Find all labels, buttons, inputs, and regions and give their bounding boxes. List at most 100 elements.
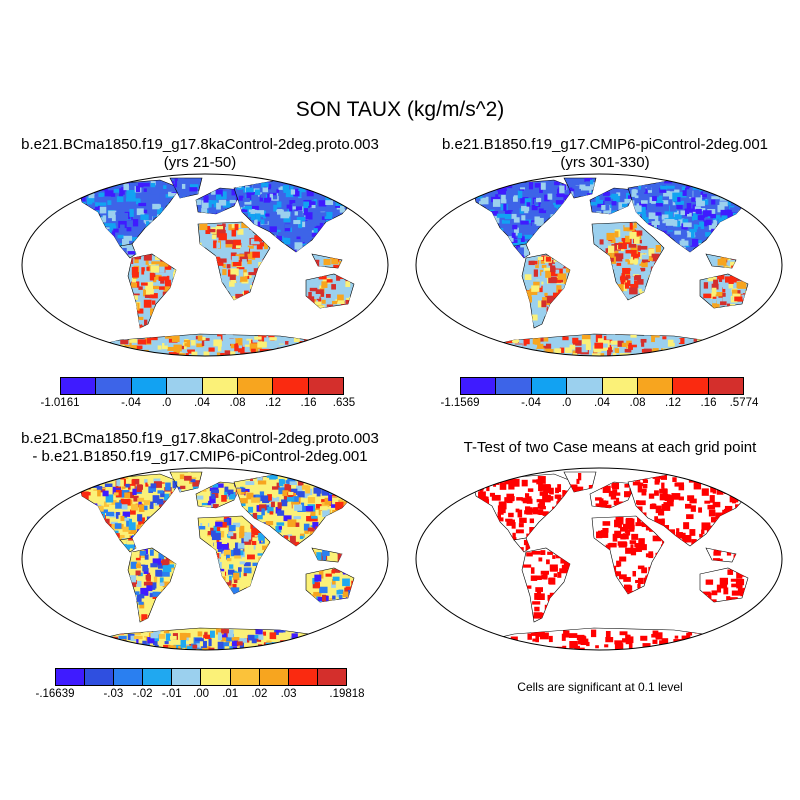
grid-cell <box>234 338 242 346</box>
grid-cell <box>623 211 629 214</box>
grid-cell <box>309 636 315 641</box>
grid-cell <box>227 489 234 494</box>
grid-cell <box>248 272 257 276</box>
grid-cell <box>661 351 668 356</box>
grid-cell <box>324 251 330 252</box>
grid-cell <box>693 224 698 230</box>
panel-3-colorbar <box>55 668 347 686</box>
grid-cell <box>321 488 331 496</box>
grid-cell <box>104 190 114 197</box>
grid-cell <box>162 529 172 536</box>
grid-cell <box>337 512 342 519</box>
grid-cell <box>172 290 176 294</box>
grid-cell <box>251 540 257 546</box>
grid-cell <box>323 223 327 229</box>
grid-cell <box>312 632 322 638</box>
grid-cell <box>691 339 696 344</box>
grid-cell <box>281 219 285 225</box>
grid-cell <box>201 208 208 214</box>
grid-cell <box>654 516 659 524</box>
grid-cell <box>277 232 287 236</box>
grid-cell <box>546 223 552 227</box>
grid-cell <box>295 199 304 207</box>
grid-cell <box>168 592 173 596</box>
grid-cell <box>711 283 719 290</box>
grid-cell <box>172 200 180 209</box>
grid-cell <box>507 210 513 218</box>
grid-cell <box>706 632 711 639</box>
grid-cell <box>310 601 319 602</box>
grid-cell <box>717 213 723 217</box>
grid-cell <box>724 632 732 637</box>
grid-cell <box>543 204 553 211</box>
grid-cell <box>561 339 565 343</box>
grid-cell <box>143 581 153 586</box>
grid-cell <box>727 544 733 546</box>
grid-cell <box>175 597 176 602</box>
grid-cell <box>538 557 543 562</box>
grid-cell <box>511 213 517 219</box>
grid-cell <box>556 193 565 198</box>
grid-cell <box>506 519 515 526</box>
grid-cell <box>648 257 653 261</box>
grid-cell <box>651 583 657 590</box>
grid-cell <box>100 632 107 640</box>
grid-cell <box>631 533 639 540</box>
grid-cell <box>657 268 663 277</box>
grid-cell <box>541 574 547 580</box>
grid-cell <box>671 538 680 542</box>
colorbar-swatch <box>167 378 203 394</box>
grid-cell <box>491 182 497 187</box>
grid-cell <box>326 187 333 195</box>
grid-cell <box>711 196 720 200</box>
grid-cell <box>662 539 670 546</box>
grid-cell <box>664 353 672 356</box>
grid-cell <box>190 479 196 483</box>
grid-cell <box>353 480 358 487</box>
grid-cell <box>644 334 651 342</box>
grid-cell <box>229 199 237 204</box>
grid-cell <box>173 318 176 326</box>
grid-cell <box>258 267 264 274</box>
grid-cell <box>144 554 149 560</box>
grid-cell <box>253 588 262 594</box>
grid-cell <box>556 236 564 242</box>
grid-cell <box>174 551 176 558</box>
grid-cell <box>338 182 345 188</box>
grid-cell <box>133 635 143 640</box>
grid-cell <box>657 273 663 278</box>
grid-cell <box>352 507 360 514</box>
grid-cell <box>746 301 748 307</box>
grid-cell <box>744 220 751 226</box>
grid-cell <box>132 324 139 328</box>
grid-cell <box>595 503 603 508</box>
grid-cell <box>137 339 147 345</box>
grid-cell <box>337 181 342 188</box>
grid-cell <box>315 526 324 532</box>
grid-cell <box>91 231 99 238</box>
grid-cell <box>338 260 342 266</box>
grid-cell <box>257 280 267 287</box>
grid-cell <box>82 340 90 347</box>
grid-cell <box>232 583 237 591</box>
grid-cell <box>748 515 754 524</box>
grid-cell <box>97 489 105 493</box>
grid-cell <box>604 644 609 648</box>
grid-cell <box>695 240 702 244</box>
grid-cell <box>207 584 216 590</box>
grid-cell <box>310 350 315 354</box>
grid-cell <box>337 342 338 347</box>
grid-cell <box>307 527 315 532</box>
grid-cell <box>242 218 249 223</box>
grid-cell <box>648 228 656 232</box>
grid-cell <box>652 348 659 353</box>
colorbar-tick-label: -.04 <box>521 397 541 409</box>
grid-cell <box>664 247 669 252</box>
grid-cell <box>611 484 617 488</box>
grid-cell <box>217 547 223 552</box>
grid-cell <box>734 251 742 252</box>
grid-cell <box>359 189 360 195</box>
grid-cell <box>142 182 150 187</box>
grid-cell <box>128 528 137 535</box>
grid-cell <box>593 290 597 295</box>
